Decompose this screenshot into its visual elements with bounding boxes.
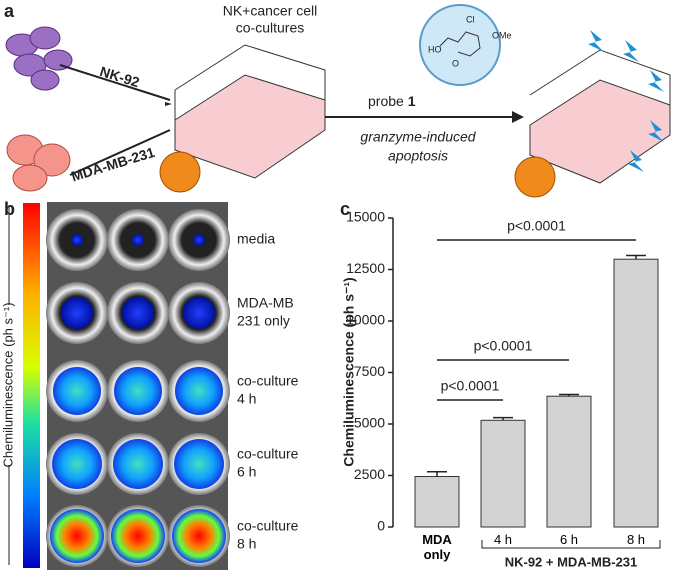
row-label: 6 h: [237, 464, 256, 480]
well-signal: [113, 439, 163, 489]
y-axis-label: Chemiluminescence (ph s⁻¹): [341, 277, 357, 466]
well-signal: [175, 367, 223, 415]
well-signal: [50, 509, 104, 563]
molecule-atom: HO: [428, 44, 442, 54]
probe-number: 1: [408, 93, 416, 109]
flask-treated: [419, 4, 671, 198]
molecule-atom: OMe: [492, 30, 512, 40]
y-tick-label: 2500: [354, 466, 385, 482]
well-signal: [122, 297, 154, 329]
flask: [159, 44, 326, 193]
x-tick-label: 6 h: [559, 532, 579, 547]
row-label: co-culture: [237, 446, 299, 462]
row-label: 4 h: [237, 391, 256, 407]
flask-caption: NK+cancer cell: [223, 3, 318, 19]
y-tick-label: 7500: [354, 363, 385, 379]
significance-label: p<0.0001: [441, 378, 500, 394]
well-signal: [114, 367, 162, 415]
well-signal: [183, 297, 215, 329]
color-bar: [23, 203, 40, 568]
y-tick-label: 5000: [354, 415, 385, 431]
x-tick-label: 4 h: [493, 532, 513, 547]
y-tick-label: 15000: [346, 209, 385, 225]
well-signal: [172, 509, 226, 563]
probe-text: probe: [368, 93, 408, 109]
well-signal: [52, 439, 102, 489]
panel-letter: a: [4, 1, 15, 21]
well-signal: [111, 509, 165, 563]
arrow: [59, 64, 171, 101]
molecule-atom: O: [452, 58, 459, 68]
x-tick-label: MDA only: [422, 532, 452, 562]
mechanism: granzyme-induced: [360, 129, 476, 145]
y-tick-label: 10000: [346, 312, 385, 328]
significance-label: p<0.0001: [507, 218, 566, 234]
probe-label: probe 1: [368, 93, 416, 109]
row-label: 8 h: [237, 536, 256, 552]
molecule-bonds: [439, 31, 481, 57]
well-signal: [53, 367, 101, 415]
well-signal: [132, 234, 144, 246]
mechanism: apoptosis: [388, 148, 448, 164]
molecule-atom: Cl: [466, 14, 475, 24]
well-signal: [71, 234, 83, 246]
row-label: media: [237, 231, 275, 247]
cancer-cells: [6, 134, 71, 192]
row-label: co-culture: [237, 373, 299, 389]
group-label: NK-92 + MDA-MB-231: [505, 554, 638, 569]
well-signal: [61, 297, 93, 329]
panel-letter: c: [340, 199, 350, 219]
row-label: 231 only: [237, 313, 290, 329]
arrow: [69, 129, 171, 176]
nk-label: NK-92: [98, 63, 142, 90]
bar: [480, 419, 526, 528]
row-label: co-culture: [237, 518, 299, 534]
y-tick-label: 12500: [346, 260, 385, 276]
bar: [613, 258, 659, 528]
colorbar-axis-label: Chemiluminescence (ph s⁻¹): [0, 302, 15, 467]
group-bracket: [481, 540, 661, 549]
arrowhead: [512, 111, 524, 123]
well-signal: [193, 234, 205, 246]
bar: [414, 476, 460, 528]
row-label: MDA-MB: [237, 295, 294, 311]
flask-caption: co-cultures: [236, 20, 304, 36]
significance-label: p<0.0001: [474, 338, 533, 354]
bar: [546, 395, 592, 528]
y-tick-label: 0: [377, 518, 385, 534]
nk-cells: [5, 26, 73, 91]
mda-label: MDA-MB-231: [69, 144, 156, 185]
x-tick-label: 8 h: [626, 532, 646, 547]
well-signal: [174, 439, 224, 489]
